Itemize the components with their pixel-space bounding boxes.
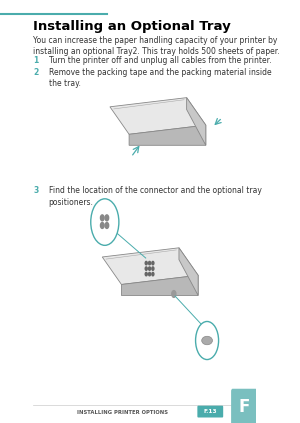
Text: 3: 3 [33, 186, 38, 195]
Circle shape [148, 272, 151, 276]
Circle shape [91, 199, 119, 245]
Text: Remove the packing tape and the packing material inside
the tray.: Remove the packing tape and the packing … [49, 68, 271, 88]
Text: F.13: F.13 [203, 409, 217, 414]
Text: 1: 1 [33, 56, 38, 65]
FancyBboxPatch shape [231, 389, 257, 423]
Text: F: F [238, 398, 250, 416]
Text: Turn the printer off and unplug all cables from the printer.: Turn the printer off and unplug all cabl… [49, 56, 271, 65]
Text: Find the location of the connector and the optional tray
positioners.: Find the location of the connector and t… [49, 186, 261, 207]
Circle shape [145, 272, 147, 276]
FancyBboxPatch shape [197, 406, 223, 418]
Polygon shape [110, 98, 206, 135]
Circle shape [148, 261, 151, 265]
Circle shape [152, 267, 154, 270]
Ellipse shape [202, 336, 212, 345]
Text: You can increase the paper handling capacity of your printer by
installing an op: You can increase the paper handling capa… [33, 36, 280, 56]
Circle shape [100, 215, 104, 221]
Polygon shape [122, 275, 198, 296]
Polygon shape [129, 125, 206, 146]
Circle shape [145, 267, 147, 270]
Polygon shape [102, 248, 198, 284]
Text: INSTALLING PRINTER OPTIONS: INSTALLING PRINTER OPTIONS [77, 410, 168, 415]
Circle shape [100, 222, 104, 228]
Circle shape [105, 222, 109, 228]
Polygon shape [179, 248, 198, 296]
Circle shape [152, 261, 154, 265]
Circle shape [152, 272, 154, 276]
Circle shape [145, 261, 147, 265]
Circle shape [196, 321, 219, 360]
Text: Installing an Optional Tray: Installing an Optional Tray [33, 20, 231, 33]
Text: 2: 2 [33, 68, 38, 77]
Polygon shape [187, 98, 206, 146]
Circle shape [105, 215, 109, 221]
Circle shape [148, 267, 151, 270]
Circle shape [172, 291, 176, 297]
